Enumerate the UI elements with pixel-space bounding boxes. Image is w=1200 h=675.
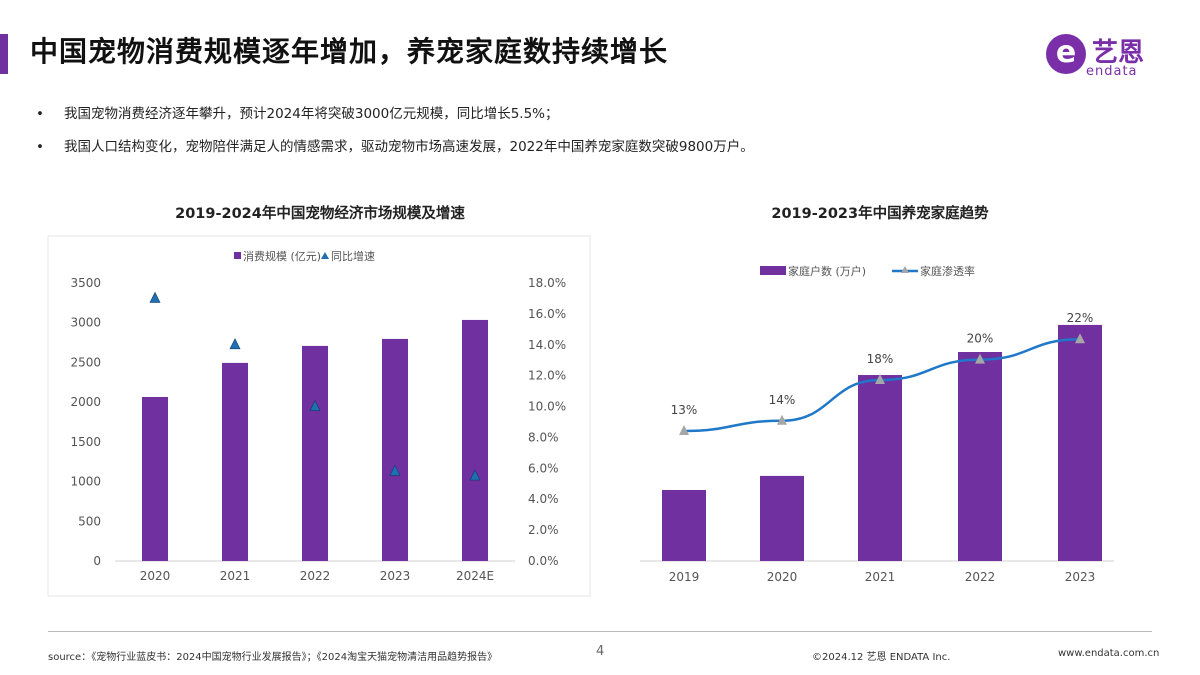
title-accent-bar bbox=[0, 34, 8, 74]
x-tick-label: 2022 bbox=[965, 570, 996, 584]
penetration-marker bbox=[975, 353, 985, 364]
chart1-frame bbox=[47, 235, 591, 597]
logo-e-icon: e bbox=[1046, 34, 1086, 74]
bullet-item: • 我国人口结构变化，宠物陪伴满足人的情感需求，驱动宠物市场高速发展，2022年中… bbox=[36, 135, 754, 155]
legend-bar-swatch bbox=[234, 252, 241, 259]
growth-triangle-marker bbox=[229, 338, 241, 350]
x-tick-label: 2023 bbox=[380, 569, 411, 583]
footer-source: source：《宠物行业蓝皮书：2024中国宠物行业发展报告》；《2024淘宝天… bbox=[48, 652, 498, 663]
bullet-item: • 我国宠物消费经济逐年攀升，预计2024年将突破3000亿元规模，同比增长5.5… bbox=[36, 102, 559, 122]
legend-triangle-swatch bbox=[321, 252, 329, 259]
footer-website[interactable]: www.endata.com.cn bbox=[1058, 648, 1160, 659]
legend-label: 家庭渗透率 bbox=[920, 264, 975, 278]
legend-label: 家庭户数 (万户) bbox=[788, 264, 866, 278]
data-label: 13% bbox=[671, 403, 698, 417]
growth-triangle-marker bbox=[309, 399, 321, 411]
x-tick-label: 2019 bbox=[669, 570, 700, 584]
x-tick-label: 2021 bbox=[865, 570, 896, 584]
footer-copyright: ©2024.12 艺恩 ENDATA Inc. bbox=[812, 652, 951, 663]
logo-text-cn: 艺恩 bbox=[1092, 38, 1145, 68]
penetration-marker bbox=[777, 414, 787, 425]
chart-pet-households: 2019 2020 2021 2022 2023 13% 14% 18% 20% 22% 家庭户数 … bbox=[640, 264, 1114, 584]
y-right-tick-label: 14.0% bbox=[528, 338, 566, 352]
x-tick-label: 2023 bbox=[1065, 570, 1096, 584]
y-right-tick-label: 4.0% bbox=[528, 492, 559, 506]
bar bbox=[662, 489, 706, 561]
data-label: 22% bbox=[1067, 311, 1094, 325]
bar bbox=[760, 475, 804, 561]
growth-triangle-marker bbox=[469, 469, 481, 481]
y-right-tick-label: 0.0% bbox=[528, 554, 559, 568]
y-right-tick-label: 10.0% bbox=[528, 400, 566, 414]
x-tick-label: 2022 bbox=[300, 569, 331, 583]
y-left-tick-label: 500 bbox=[78, 514, 101, 528]
bullet-dot: • bbox=[36, 106, 44, 122]
bar bbox=[222, 362, 248, 561]
y-left-tick-label: 1500 bbox=[70, 435, 101, 449]
x-tick-label: 2024E bbox=[456, 569, 494, 583]
y-left-tick-label: 3000 bbox=[70, 316, 101, 330]
data-label: 14% bbox=[769, 393, 796, 407]
data-label: 20% bbox=[967, 332, 994, 346]
y-right-tick-label: 8.0% bbox=[528, 430, 559, 444]
bar bbox=[858, 375, 902, 561]
y-left-tick-label: 0 bbox=[93, 554, 101, 568]
x-tick-label: 2020 bbox=[767, 570, 798, 584]
y-left-tick-label: 1000 bbox=[70, 475, 101, 489]
footer-divider bbox=[48, 631, 1152, 632]
page-title: 中国宠物消费规模逐年增加，养宠家庭数持续增长 bbox=[30, 35, 669, 68]
bar bbox=[142, 396, 168, 561]
y-left-tick-label: 2000 bbox=[70, 395, 101, 409]
y-right-tick-label: 18.0% bbox=[528, 276, 566, 290]
logo-text-en: endata bbox=[1086, 64, 1138, 79]
page-number: 4 bbox=[596, 644, 605, 659]
x-tick-label: 2021 bbox=[220, 569, 251, 583]
legend-label: 消费规模 (亿元) bbox=[243, 249, 321, 263]
legend-label: 同比增速 bbox=[331, 249, 375, 263]
chart2-title: 2019-2023年中国养宠家庭趋势 bbox=[771, 206, 989, 222]
chart-market-size: 0 500 1000 1500 2000 2500 3000 3500 0.0% 2.0% 4.0%… bbox=[47, 235, 591, 597]
y-right-tick-label: 6.0% bbox=[528, 461, 559, 475]
y-right-tick-label: 12.0% bbox=[528, 369, 566, 383]
bullet-dot: • bbox=[36, 139, 44, 155]
bullet-text: 我国人口结构变化，宠物陪伴满足人的情感需求，驱动宠物市场高速发展，2022年中国… bbox=[64, 139, 754, 155]
y-left-tick-label: 3500 bbox=[70, 276, 101, 290]
chart1-title: 2019-2024年中国宠物经济市场规模及增速 bbox=[175, 206, 465, 222]
y-right-tick-label: 16.0% bbox=[528, 307, 566, 321]
endata-logo: e 艺恩 endata bbox=[1046, 30, 1166, 82]
bar bbox=[302, 345, 328, 561]
bar bbox=[1058, 324, 1102, 561]
bar bbox=[462, 319, 488, 561]
x-tick-label: 2020 bbox=[140, 569, 171, 583]
growth-triangle-marker bbox=[149, 291, 161, 303]
bar bbox=[958, 352, 1002, 561]
data-label: 18% bbox=[867, 352, 894, 366]
bar bbox=[382, 338, 408, 561]
penetration-marker bbox=[1075, 333, 1085, 344]
y-left-tick-label: 2500 bbox=[70, 355, 101, 369]
penetration-marker bbox=[679, 425, 689, 435]
bullet-text: 我国宠物消费经济逐年攀升，预计2024年将突破3000亿元规模，同比增长5.5%… bbox=[64, 106, 559, 122]
legend-bar-swatch bbox=[760, 266, 786, 275]
y-right-tick-label: 2.0% bbox=[528, 523, 559, 537]
penetration-marker bbox=[875, 374, 885, 384]
legend-marker-swatch bbox=[901, 266, 909, 273]
growth-triangle-marker bbox=[389, 464, 401, 476]
